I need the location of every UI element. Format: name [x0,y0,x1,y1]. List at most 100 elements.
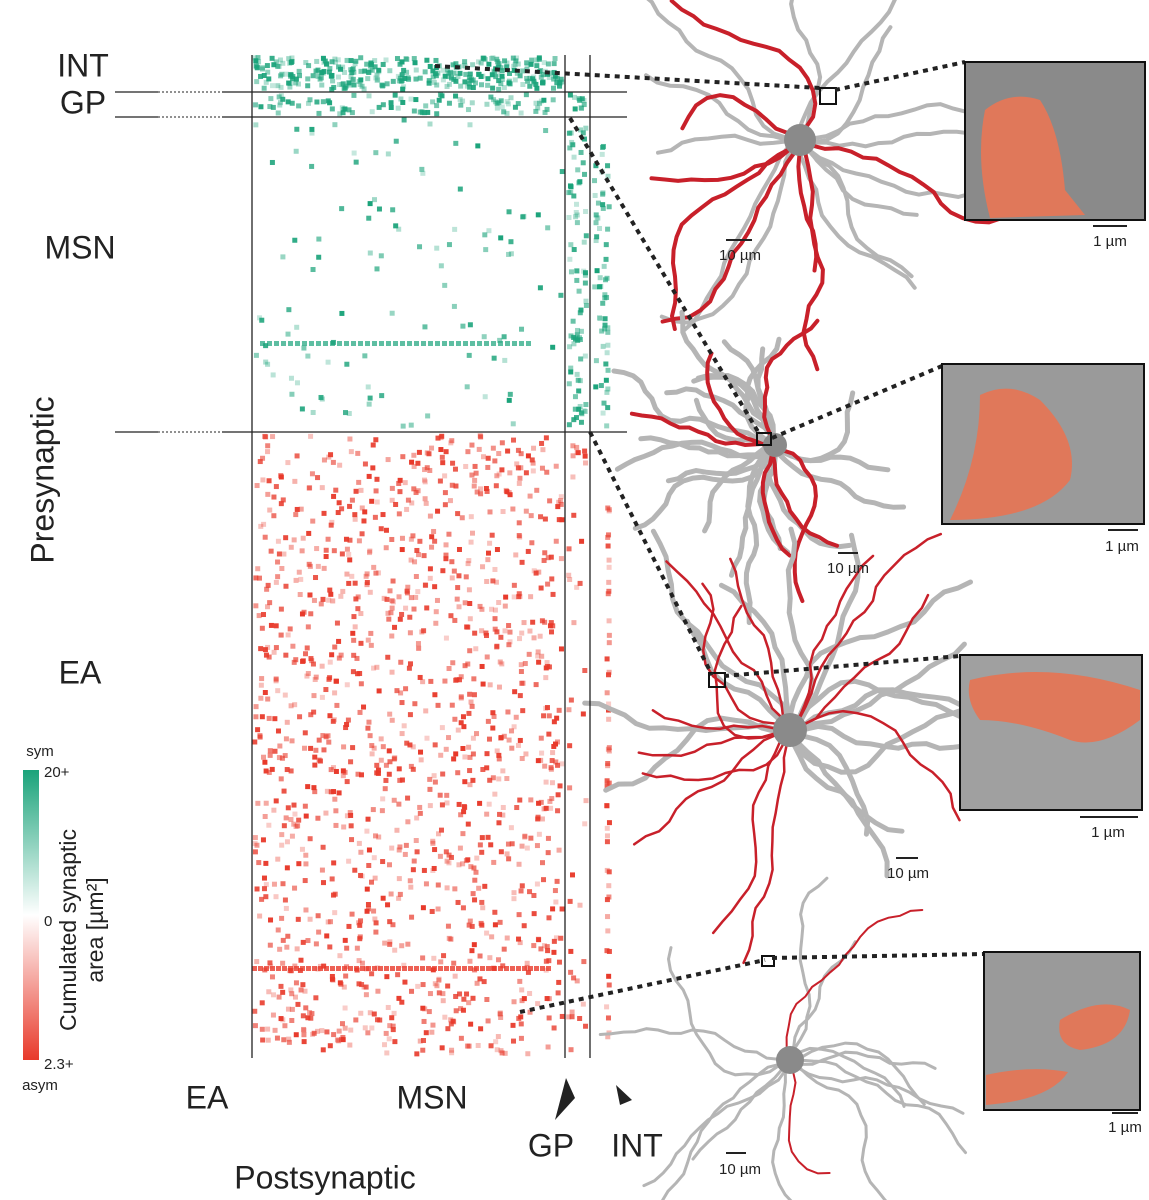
matrix-cell [499,467,505,473]
matrix-cell [266,654,272,660]
matrix-cell [566,130,572,136]
matrix-cell [473,646,479,652]
matrix-cell [352,61,358,67]
neurite [629,411,777,448]
matrix-cell [410,867,416,873]
matrix-cell [260,341,265,346]
matrix-cell [604,778,610,784]
matrix-cell [468,864,474,870]
neurite [684,618,793,733]
matrix-cell [293,1032,299,1038]
matrix-cell [487,777,493,783]
matrix-cell [553,935,559,941]
matrix-cell [606,669,612,675]
matrix-cell [577,97,583,103]
matrix-cell [313,747,319,753]
matrix-cell [356,79,362,85]
arrows [555,1078,632,1120]
matrix-cell [365,902,371,908]
matrix-cell [576,288,582,294]
matrix-cell [352,580,358,586]
matrix-cell [316,341,321,346]
matrix-cell [386,748,392,754]
matrix-cell [539,816,545,822]
matrix-cell [510,55,516,61]
matrix-cell [444,800,450,806]
matrix-cell [266,715,272,721]
matrix-cell [442,73,448,79]
matrix-cell [411,463,417,469]
matrix-cell [581,959,587,965]
matrix-cell [463,463,469,469]
matrix-cell [371,1011,377,1017]
matrix-cell [255,727,261,733]
matrix-cell [289,100,295,106]
matrix-cell [315,475,321,481]
matrix-cell [284,719,290,725]
matrix-cell [495,1034,501,1040]
matrix-cell [288,59,294,65]
matrix-cell [253,352,259,358]
matrix-cell [396,801,402,807]
matrix-cell [349,837,355,843]
matrix-cell [387,759,393,765]
matrix-cell [300,658,306,664]
matrix-cell [357,709,363,715]
matrix-cell [492,909,498,915]
matrix-cell [389,605,395,611]
matrix-cell [542,619,548,625]
matrix-cell [444,792,450,798]
matrix-cell [335,57,341,63]
matrix-cell [433,620,439,626]
matrix-cell [523,508,529,514]
matrix-cell [472,80,478,86]
matrix-cell [600,300,606,306]
matrix-cell [272,1027,278,1033]
neurite [770,443,839,548]
x-axis-label: Postsynaptic [234,1159,415,1195]
matrix-cell [572,406,578,412]
matrix-cell [267,341,272,346]
matrix-cell [605,505,611,511]
scale-bars [726,225,1138,1154]
matrix-cell [464,384,470,390]
matrix-cell [474,489,480,495]
matrix-cell [510,506,516,512]
matrix-cell [397,489,403,495]
matrix-cell [505,841,511,847]
matrix-cell [524,75,530,81]
matrix-cell [291,821,297,827]
matrix-cell [501,946,507,952]
matrix-cell [337,462,343,468]
matrix-cell [389,485,395,491]
matrix-cell [527,83,533,89]
matrix-cell [323,734,329,740]
matrix-cell [288,544,294,550]
matrix-cell [399,78,405,84]
matrix-cell [390,1023,396,1029]
matrix-cell [449,575,455,581]
matrix-cell [580,160,586,166]
matrix-cell [454,596,460,602]
matrix-cell [429,1029,435,1035]
matrix-cell [458,720,464,726]
matrix-cell [450,660,456,666]
matrix-cell [301,609,307,615]
matrix-cell [320,844,326,850]
matrix-cell [583,402,589,408]
matrix-cell [484,654,490,660]
matrix-cell [374,499,380,505]
matrix-cell [516,591,522,597]
matrix-cell [453,483,459,489]
matrix-cell [545,663,551,669]
matrix-cell [306,530,312,536]
matrix-cell [451,70,457,76]
matrix-cell [266,76,272,82]
matrix-cell [423,500,429,506]
matrix-cell [266,822,272,828]
matrix-cell [309,126,315,132]
matrix-cell [298,957,304,963]
matrix-cell [296,569,302,575]
matrix-cell [484,578,490,584]
matrix-cell [553,899,559,905]
